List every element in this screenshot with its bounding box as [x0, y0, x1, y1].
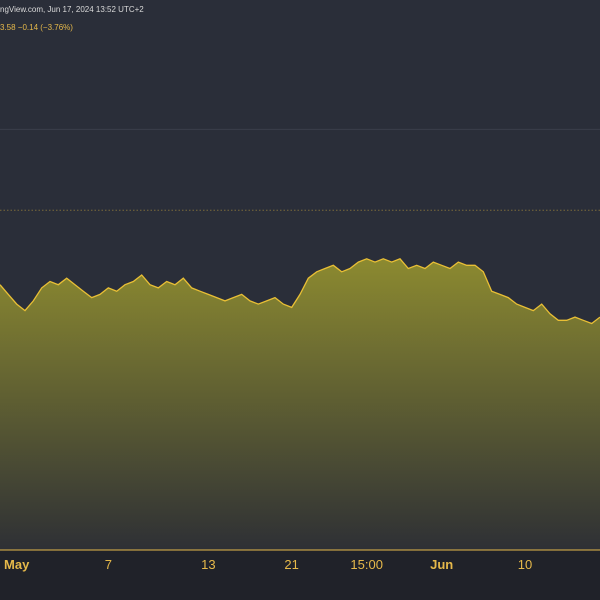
- x-tick-label: 13: [201, 557, 215, 572]
- x-tick-label: Jun: [430, 557, 453, 572]
- x-tick-label: 21: [284, 557, 298, 572]
- source-caption: ngView.com, Jun 17, 2024 13:52 UTC+2: [0, 5, 144, 14]
- quote-change: 3.58 −0.14 (−3.76%): [0, 23, 73, 32]
- x-tick-label: 15:00: [350, 557, 383, 572]
- price-line: [0, 258, 600, 325]
- price-area: [0, 258, 600, 550]
- time-axis-band: [0, 550, 600, 600]
- x-tick-label: 10: [518, 557, 532, 572]
- x-tick-label: 7: [105, 557, 112, 572]
- x-tick-label: May: [4, 557, 30, 572]
